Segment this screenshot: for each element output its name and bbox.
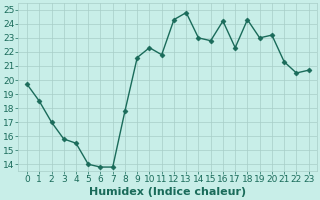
X-axis label: Humidex (Indice chaleur): Humidex (Indice chaleur) <box>89 187 246 197</box>
